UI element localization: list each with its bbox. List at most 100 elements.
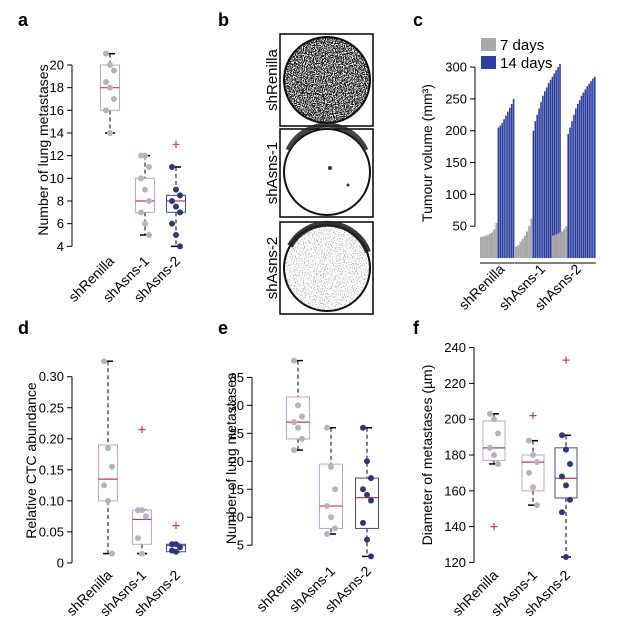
data-point-shAsns-1: [146, 232, 152, 238]
data-point-shAsns-2: [567, 460, 573, 467]
data-point-shAsns-1: [324, 531, 330, 538]
data-point-shAsns-2: [173, 548, 179, 555]
y-tick-label: 8: [57, 194, 64, 209]
data-point-shRenilla: [487, 444, 493, 451]
data-point-shRenilla: [491, 416, 497, 423]
bar-14days-shAsns-2: [580, 95, 583, 259]
data-point-shAsns-2: [169, 164, 175, 170]
data-point-shAsns-1: [530, 452, 536, 458]
y-axis-title: Relative CTC abundance: [23, 382, 39, 539]
bar-14days-shAsns-1: [540, 102, 542, 258]
y-tick-label: 220: [444, 376, 466, 391]
data-point-shAsns-2: [559, 473, 565, 480]
data-point-shRenilla: [111, 67, 117, 74]
outlier-marker: [138, 425, 146, 433]
bar-14days-shAsns-1: [534, 121, 537, 258]
outlier-marker: [172, 522, 180, 530]
photo-well-asns1: [283, 128, 371, 216]
y-tick-label: 5: [237, 538, 244, 553]
data-point-shAsns-2: [364, 491, 370, 498]
data-point-shAsns-1: [135, 535, 141, 542]
data-point-shRenilla: [111, 96, 117, 102]
y-tick-label: 100: [445, 187, 467, 202]
y-tick-label: 150: [445, 155, 467, 170]
data-point-shAsns-2: [360, 424, 366, 431]
bar-14days-shAsns-2: [588, 83, 590, 259]
bar-14days-shAsns-2: [571, 121, 573, 258]
panel-letter-b: b: [218, 10, 229, 30]
panel-letter-f: f: [413, 318, 420, 338]
data-point-shRenilla: [103, 107, 109, 114]
legend-label-7days: 7 days: [500, 37, 544, 54]
box-shRenilla: [98, 444, 118, 502]
data-point-shRenilla: [109, 463, 115, 470]
y-tick-label: 14: [50, 126, 64, 141]
data-point-shAsns-2: [177, 243, 183, 250]
bar-14days-shAsns-1: [536, 114, 538, 259]
bar-14days-shRenilla: [510, 104, 513, 258]
data-point-shAsns-2: [177, 192, 183, 199]
data-point-shAsns-1: [142, 152, 148, 159]
y-tick-label: 10: [50, 171, 64, 186]
y-tick-label: 120: [444, 555, 466, 570]
box-shAsns-2: [554, 447, 578, 499]
y-tick-label: 20: [50, 58, 64, 73]
data-point-shRenilla: [495, 430, 501, 437]
y-tick-label: 15: [230, 482, 244, 497]
data-point-shAsns-1: [324, 424, 330, 431]
bar-14days-shAsns-2: [584, 89, 587, 258]
box-shAsns-1: [135, 177, 155, 213]
metastases-texture-asns2: [284, 226, 370, 311]
panel-letter-d: d: [18, 318, 29, 338]
data-point-shAsns-1: [328, 514, 334, 521]
y-tick-label: 0.30: [39, 369, 64, 384]
bar-7days-shAsns-1: [521, 238, 524, 258]
data-point-shRenilla: [491, 452, 497, 458]
bar-7days-shAsns-1: [517, 245, 520, 258]
bar-7days-shAsns-1: [528, 226, 531, 258]
bar-7days-shAsns-2: [556, 233, 559, 258]
data-point-shRenilla: [103, 50, 109, 57]
outlier-marker: [172, 140, 180, 148]
data-point-shAsns-1: [332, 525, 338, 532]
metastases-texture-renilla: [284, 37, 370, 123]
legend-swatch-7days: [481, 38, 496, 51]
panel-b-lung-photos: shRenilla shAsns-1 shAsns-2: [264, 33, 374, 315]
data-point-shAsns-2: [177, 544, 183, 551]
y-tick-label: 200: [444, 412, 466, 427]
panel-letter-c: c: [413, 10, 423, 30]
y-tick-label: 160: [444, 483, 466, 498]
bar-14days-shAsns-1: [551, 76, 554, 259]
data-point-shAsns-1: [332, 486, 338, 493]
data-point-shAsns-1: [146, 164, 152, 170]
data-point-shRenilla: [495, 460, 501, 467]
y-tick-label: 240: [444, 340, 466, 355]
data-point-shAsns-1: [530, 484, 536, 491]
photo-label-asns2: shAsns-2: [264, 237, 281, 300]
bar-7days-shRenilla: [488, 233, 491, 258]
legend-label-14days: 14 days: [500, 55, 553, 72]
bar-14days-shAsns-2: [582, 92, 585, 258]
y-tick-label: 20: [230, 454, 244, 469]
bar-7days-shAsns-1: [526, 231, 529, 258]
data-point-shAsns-2: [368, 497, 374, 504]
metastases-rim-asns2: [287, 220, 371, 254]
bar-14days-shAsns-1: [557, 67, 559, 258]
bar-7days-shAsns-2: [552, 235, 555, 258]
bar-7days-shAsns-1: [523, 235, 526, 258]
y-tick-label: 250: [445, 91, 467, 106]
y-tick-label: 0.15: [39, 462, 64, 477]
data-point-shAsns-1: [142, 186, 148, 193]
data-point-shAsns-1: [526, 469, 532, 476]
bar-14days-shAsns-2: [594, 76, 596, 259]
data-point-shRenilla: [105, 497, 111, 504]
data-point-shAsns-1: [138, 209, 144, 216]
data-point-shAsns-1: [534, 502, 540, 509]
data-point-shRenilla: [295, 424, 301, 431]
bar-14days-shRenilla: [512, 98, 515, 258]
photo-label-renilla: shRenilla: [264, 48, 281, 110]
